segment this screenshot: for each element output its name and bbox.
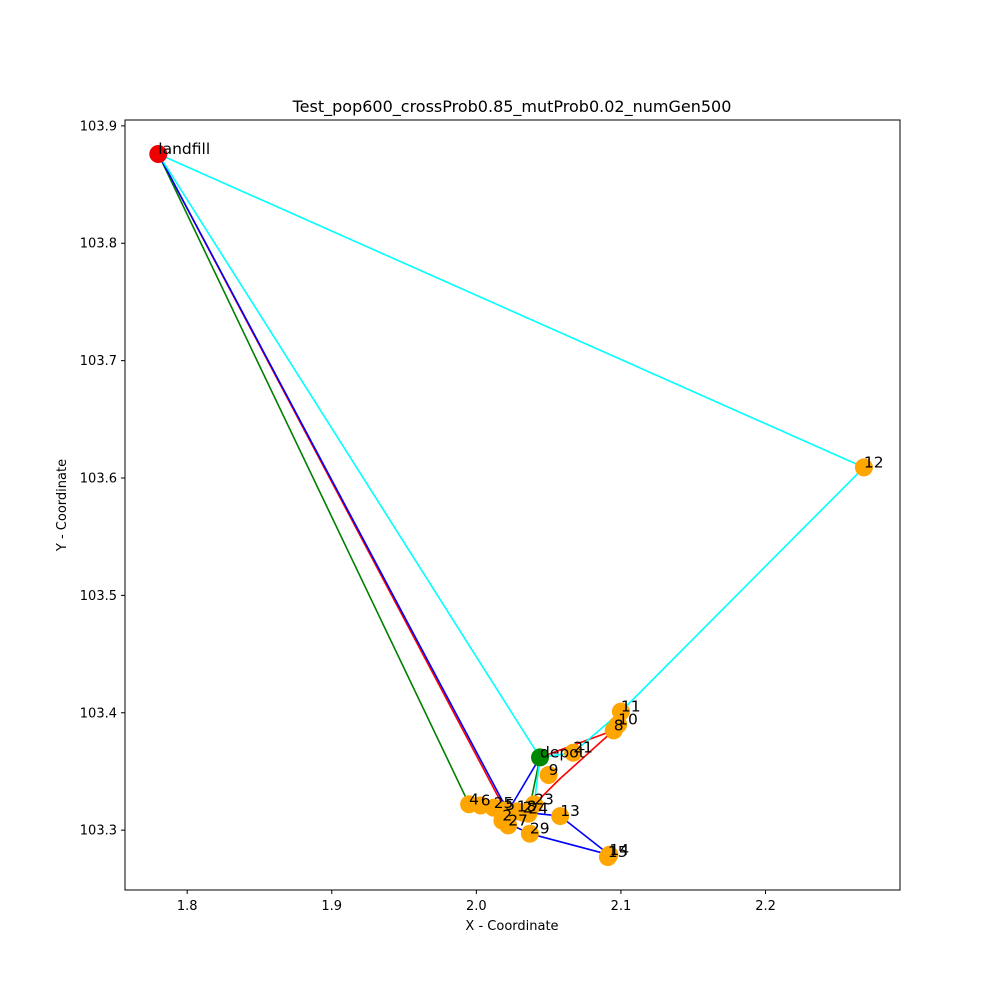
x-axis-title: X - Coordinate <box>465 919 558 934</box>
depot-marker-1 <box>531 748 549 767</box>
customer-marker-21 <box>598 848 617 867</box>
point-label-3: 11 <box>621 698 641 716</box>
customer-marker-2 <box>854 458 873 477</box>
point-label-0: landfill <box>158 140 210 158</box>
point-label-9: 23 <box>534 790 554 808</box>
customer-marker-5 <box>604 721 623 740</box>
y-tick-label: 103.6 <box>80 472 117 487</box>
point-label-1: depot <box>540 743 585 761</box>
point-label-13: 5 <box>505 796 515 814</box>
point-label-12: 25 <box>494 794 514 812</box>
y-tick-label: 103.9 <box>80 119 117 134</box>
y-tick-label: 103.4 <box>80 706 117 721</box>
point-label-21: 15 <box>608 843 628 861</box>
point-label-14: 18 <box>517 797 537 815</box>
customer-marker-8 <box>551 807 570 826</box>
point-label-7: 9 <box>549 761 559 779</box>
x-tick-label: 2.0 <box>466 899 487 914</box>
customer-marker-19 <box>520 824 539 843</box>
point-label-4: 10 <box>618 711 638 729</box>
axes-frame <box>124 119 901 891</box>
point-label-10: 4 <box>469 790 479 808</box>
customer-marker-18 <box>499 816 518 835</box>
point-label-8: 13 <box>560 802 580 820</box>
x-tick-label: 1.8 <box>177 899 198 914</box>
point-label-19: 29 <box>530 820 550 838</box>
point-label-6: 21 <box>573 739 593 757</box>
chart-title: Test_pop600_crossProb0.85_mutProb0.02_nu… <box>292 97 732 117</box>
point-label-2: 12 <box>864 453 884 471</box>
point-label-11: 6 <box>481 792 491 810</box>
axes: 1.8 1.9 2.0 2.1 2.2 103.3 103.4 103.5 103.6 103.7… <box>80 119 776 914</box>
y-tick-label: 103.7 <box>80 354 117 369</box>
y-axis-title: Y - Coordinate <box>55 459 70 552</box>
y-tick-label: 103.3 <box>80 824 117 839</box>
point-label-16: 24 <box>528 800 548 818</box>
point-label-20: 14 <box>609 841 629 859</box>
x-tick-label: 2.2 <box>755 899 776 914</box>
route-line-1 <box>157 153 615 812</box>
point-label-15: 2 <box>523 799 533 817</box>
y-tick-label: 103.5 <box>80 589 117 604</box>
landfill-marker-0 <box>149 145 168 163</box>
y-tick-label: 103.8 <box>80 237 117 252</box>
point-label-18: 27 <box>508 811 528 829</box>
x-tick-label: 2.1 <box>611 899 632 914</box>
customer-marker-6 <box>564 743 583 762</box>
point-label-17: 2 <box>502 807 512 825</box>
point-label-5: 8 <box>614 716 624 734</box>
customer-marker-16 <box>519 804 538 823</box>
x-tick-label: 1.9 <box>321 899 342 914</box>
customer-marker-7 <box>539 766 558 784</box>
